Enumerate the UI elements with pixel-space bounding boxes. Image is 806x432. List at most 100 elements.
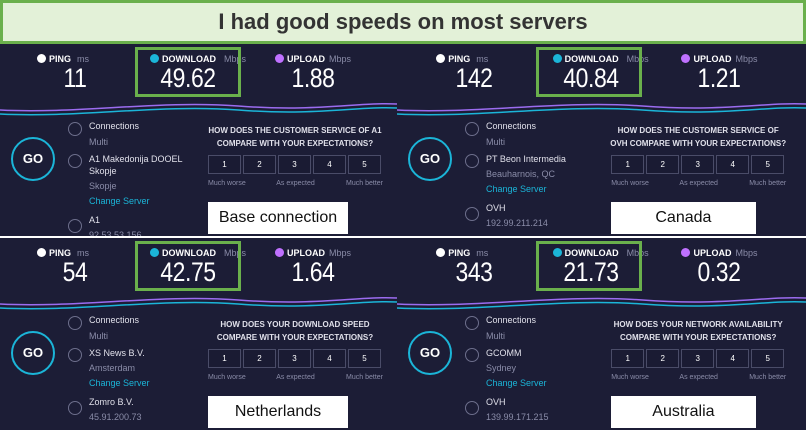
- metric-icon: [552, 54, 562, 63]
- rating-button[interactable]: 3: [681, 155, 715, 174]
- caption-box: Netherlands: [208, 396, 348, 428]
- metric-name: DOWNLOAD: [162, 248, 216, 258]
- download-value: 42.75: [160, 257, 216, 287]
- metric-unit: Mbps: [224, 248, 247, 258]
- rating-button[interactable]: 5: [751, 155, 785, 174]
- change-server[interactable]: Change Server: [486, 378, 547, 388]
- upload-value: 1.64: [291, 257, 335, 287]
- scale-label: As expected: [679, 180, 718, 187]
- caption-box: Australia: [611, 396, 756, 428]
- connections-mode: Multi: [89, 137, 109, 147]
- go-button[interactable]: GO: [408, 137, 452, 181]
- caption-box: Base connection: [208, 202, 348, 234]
- rating-button[interactable]: 3: [278, 349, 311, 368]
- change-server[interactable]: Change Server: [89, 196, 150, 206]
- ping-value: 11: [63, 63, 87, 93]
- host-icon: [465, 401, 479, 415]
- metric-name: PING: [448, 54, 471, 64]
- speed-graph: [397, 296, 806, 310]
- speedtest-panel: PING ms 343 DOWNLOAD Mbps 21.73 UPLOAD Mbps 0.32…: [397, 238, 806, 430]
- graph-line: [397, 300, 806, 310]
- ping-value: 142: [455, 63, 493, 93]
- metric-icon: [275, 248, 284, 257]
- rating-button[interactable]: 5: [751, 349, 785, 368]
- scale-label: As expected: [276, 374, 315, 381]
- metric-icon: [37, 248, 46, 257]
- rating-button[interactable]: 1: [611, 349, 645, 368]
- host-name: OVH: [486, 203, 506, 213]
- metric-name: PING: [448, 248, 471, 258]
- rating-button[interactable]: 4: [313, 349, 346, 368]
- connections-mode: Multi: [89, 331, 109, 341]
- connections-label: Connections: [89, 121, 140, 131]
- download-highlight: [135, 47, 241, 97]
- rating-button[interactable]: 1: [611, 155, 645, 174]
- rating-button[interactable]: 5: [348, 349, 381, 368]
- metric-unit: Mbps: [735, 54, 758, 64]
- host-name: A1: [89, 215, 101, 225]
- metric-unit: ms: [77, 248, 89, 258]
- host-ip: 139.99.171.215: [486, 412, 549, 422]
- host-icon: [68, 219, 82, 233]
- metric-icon: [681, 248, 691, 257]
- rating-button[interactable]: 2: [243, 349, 276, 368]
- metric-icon: [150, 248, 159, 257]
- graph-line: [397, 296, 806, 306]
- metric-icon: [150, 54, 159, 63]
- rating-button[interactable]: 2: [646, 349, 680, 368]
- connections-icon: [68, 122, 82, 136]
- metric-name: UPLOAD: [287, 248, 325, 258]
- rating-button[interactable]: 4: [716, 155, 750, 174]
- rating-button[interactable]: 3: [681, 349, 715, 368]
- go-button[interactable]: GO: [11, 331, 55, 375]
- connections-label: Connections: [486, 121, 537, 131]
- connections-icon: [68, 316, 82, 330]
- change-server[interactable]: Change Server: [89, 378, 150, 388]
- metric-icon: [37, 54, 46, 63]
- server-name: GCOMM: [486, 348, 522, 358]
- go-button[interactable]: GO: [11, 137, 55, 181]
- download-value: 49.62: [160, 63, 216, 93]
- survey-question: HOW DOES YOUR DOWNLOAD SPEED COMPARE WIT…: [216, 320, 374, 342]
- rating-button[interactable]: 5: [348, 155, 381, 174]
- server-location: Beauharnois, QC: [486, 169, 556, 179]
- rating-button[interactable]: 1: [208, 155, 241, 174]
- metric-icon: [275, 54, 284, 63]
- metric-unit: Mbps: [626, 54, 649, 64]
- metric-unit: Mbps: [329, 54, 352, 64]
- metric-name: UPLOAD: [693, 54, 732, 64]
- upload-value: 1.21: [697, 63, 741, 93]
- rating-button[interactable]: 3: [278, 155, 311, 174]
- download-value: 40.84: [563, 63, 619, 93]
- host-ip: 192.99.211.214: [486, 218, 548, 228]
- scale-label: Much better: [346, 374, 383, 381]
- host-ip: 92.53.53.156: [89, 230, 142, 236]
- scale-label: Much worse: [611, 180, 649, 187]
- server-location: Sydney: [486, 363, 517, 373]
- go-text[interactable]: GO: [419, 345, 441, 360]
- host-name: OVH: [486, 397, 506, 407]
- server-location: Skopje: [89, 181, 117, 191]
- scale-label: As expected: [679, 374, 718, 381]
- rating-button[interactable]: 4: [313, 155, 346, 174]
- rating-button[interactable]: 2: [243, 155, 276, 174]
- go-text[interactable]: GO: [419, 151, 441, 166]
- go-button[interactable]: GO: [408, 331, 452, 375]
- rating-button[interactable]: 2: [646, 155, 680, 174]
- go-text[interactable]: GO: [22, 151, 44, 166]
- upload-value: 0.32: [697, 257, 741, 287]
- change-server[interactable]: Change Server: [486, 184, 547, 194]
- host-name: Zomro B.V.: [89, 397, 134, 407]
- go-text[interactable]: GO: [22, 345, 44, 360]
- metric-name: DOWNLOAD: [564, 248, 619, 258]
- server-name: A1 Makedonija DOOEL Skopje: [89, 154, 183, 176]
- scale-label: Much better: [749, 180, 787, 187]
- rating-button[interactable]: 1: [208, 349, 241, 368]
- graph-line: [0, 300, 397, 310]
- server-name: XS News B.V.: [89, 348, 145, 358]
- metric-name: DOWNLOAD: [564, 54, 619, 64]
- rating-button[interactable]: 4: [716, 349, 750, 368]
- survey-question: HOW DOES THE CUSTOMER SERVICE OF A1 COMP…: [208, 126, 382, 148]
- scale-label: As expected: [276, 180, 315, 187]
- metric-unit: Mbps: [735, 248, 758, 258]
